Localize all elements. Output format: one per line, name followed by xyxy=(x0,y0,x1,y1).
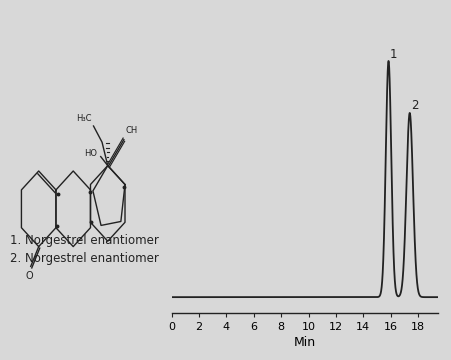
Text: 2: 2 xyxy=(410,99,418,112)
Text: H₃C: H₃C xyxy=(76,114,92,123)
Text: HO: HO xyxy=(84,148,97,158)
Text: O: O xyxy=(25,271,33,281)
Text: CH: CH xyxy=(125,126,138,135)
Text: 1: 1 xyxy=(389,48,396,60)
Text: 1. Norgestrel enantiomer: 1. Norgestrel enantiomer xyxy=(10,234,159,247)
X-axis label: Min: Min xyxy=(294,336,315,350)
Text: 2. Norgestrel enantiomer: 2. Norgestrel enantiomer xyxy=(10,252,159,265)
